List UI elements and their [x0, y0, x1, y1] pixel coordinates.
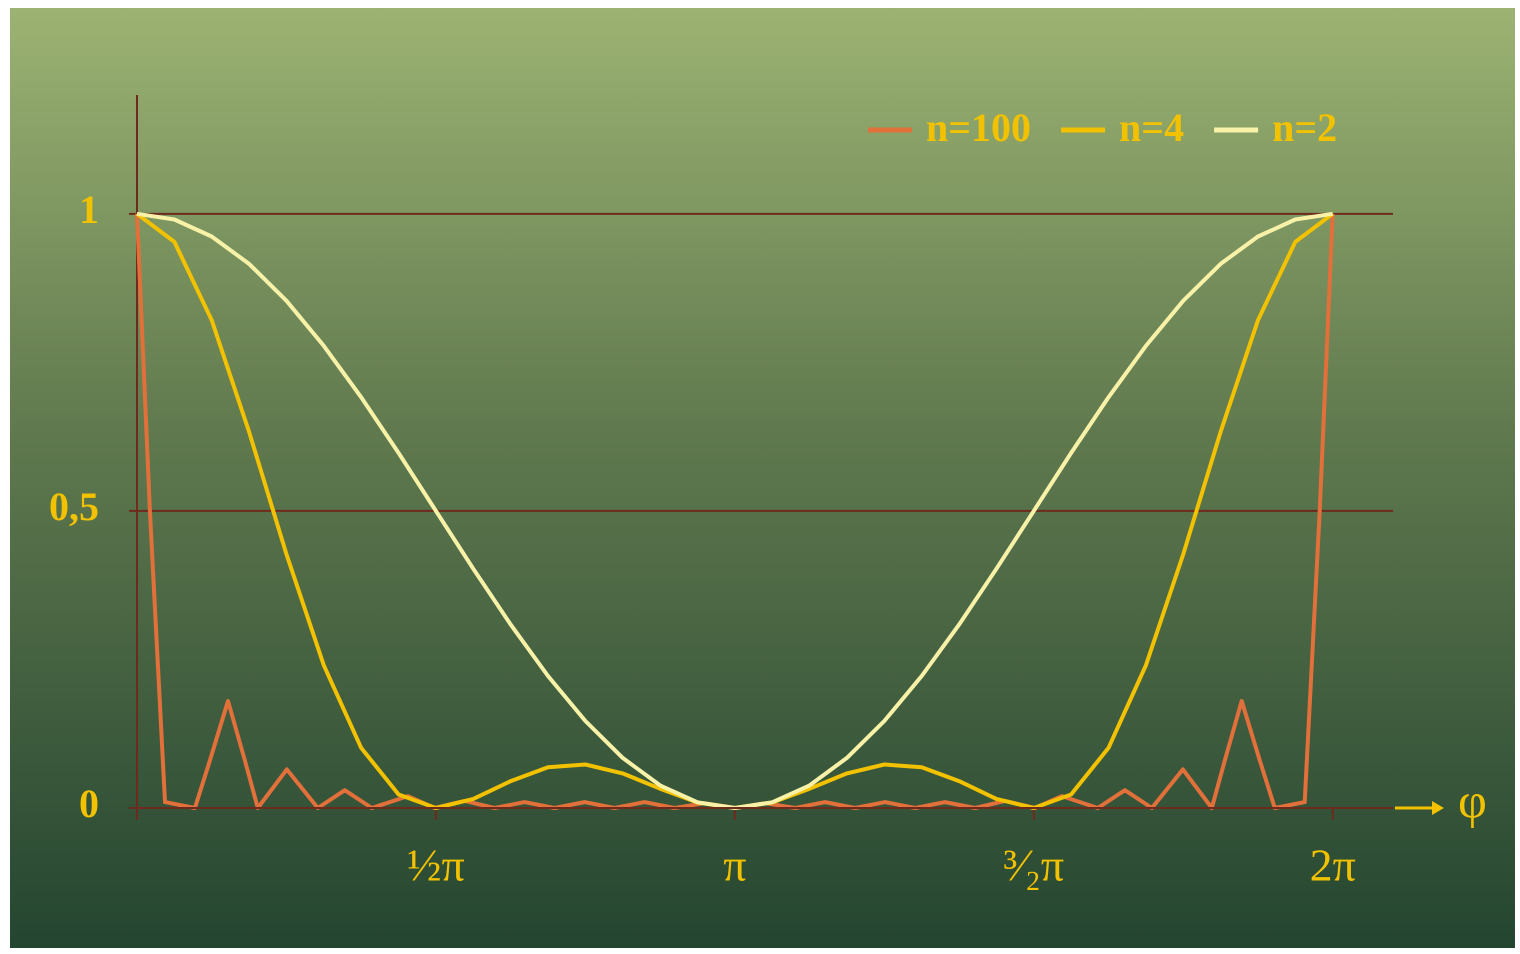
y-tick-label: 1	[79, 187, 99, 232]
legend-label: n=4	[1119, 105, 1184, 150]
y-tick-label: 0	[79, 781, 99, 826]
x-axis-label: φ	[1458, 772, 1487, 828]
legend-label: n=100	[926, 105, 1031, 150]
plot-area: 0 0,5 1 ½π π ³⁄₂π 2π n=100 n=4 n=2	[49, 95, 1393, 891]
y-tick-label: 0,5	[49, 484, 99, 529]
x-tick-label: 2π	[1310, 840, 1356, 891]
x-tick-label: π	[723, 840, 746, 891]
legend-label: n=2	[1272, 105, 1337, 150]
x-tick-label: ½π	[407, 840, 465, 891]
x-arrow-head	[1432, 801, 1444, 815]
x-tick-label: ³⁄₂π	[1003, 840, 1064, 891]
background	[10, 8, 1515, 948]
